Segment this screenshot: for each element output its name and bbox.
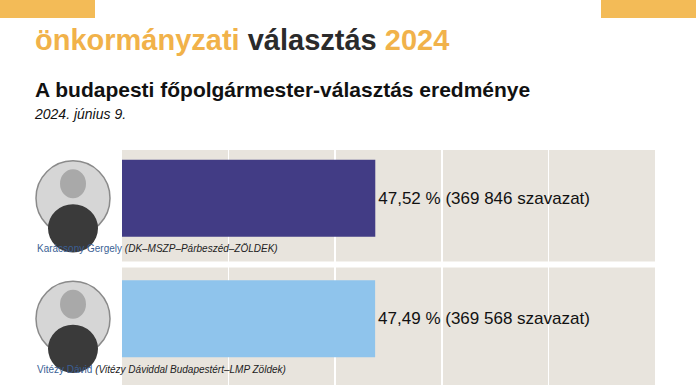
svg-text:47,49 % (369 568 szavazat): 47,49 % (369 568 szavazat) [378, 309, 590, 328]
html-text:A budapesti főpolgármester-vál: A budapesti főpolgármester-választás ere… [35, 78, 531, 101]
svg-text:Karácsony Gergely (DK–MSZP–Pár: Karácsony Gergely (DK–MSZP–Párbeszéd–ZÖL… [37, 243, 278, 254]
svg-text:47,52 % (369 846 szavazat): 47,52 % (369 846 szavazat) [378, 189, 590, 208]
html-text:2024. június 9.: 2024. június 9. [35, 106, 127, 122]
html-text:önkormányzati választás 2024: önkormányzati választás 2024 [35, 24, 450, 56]
svg-text:Vitézy Dávid (Vitézy Dáviddal: Vitézy Dávid (Vitézy Dáviddal Budapestér… [37, 364, 286, 375]
